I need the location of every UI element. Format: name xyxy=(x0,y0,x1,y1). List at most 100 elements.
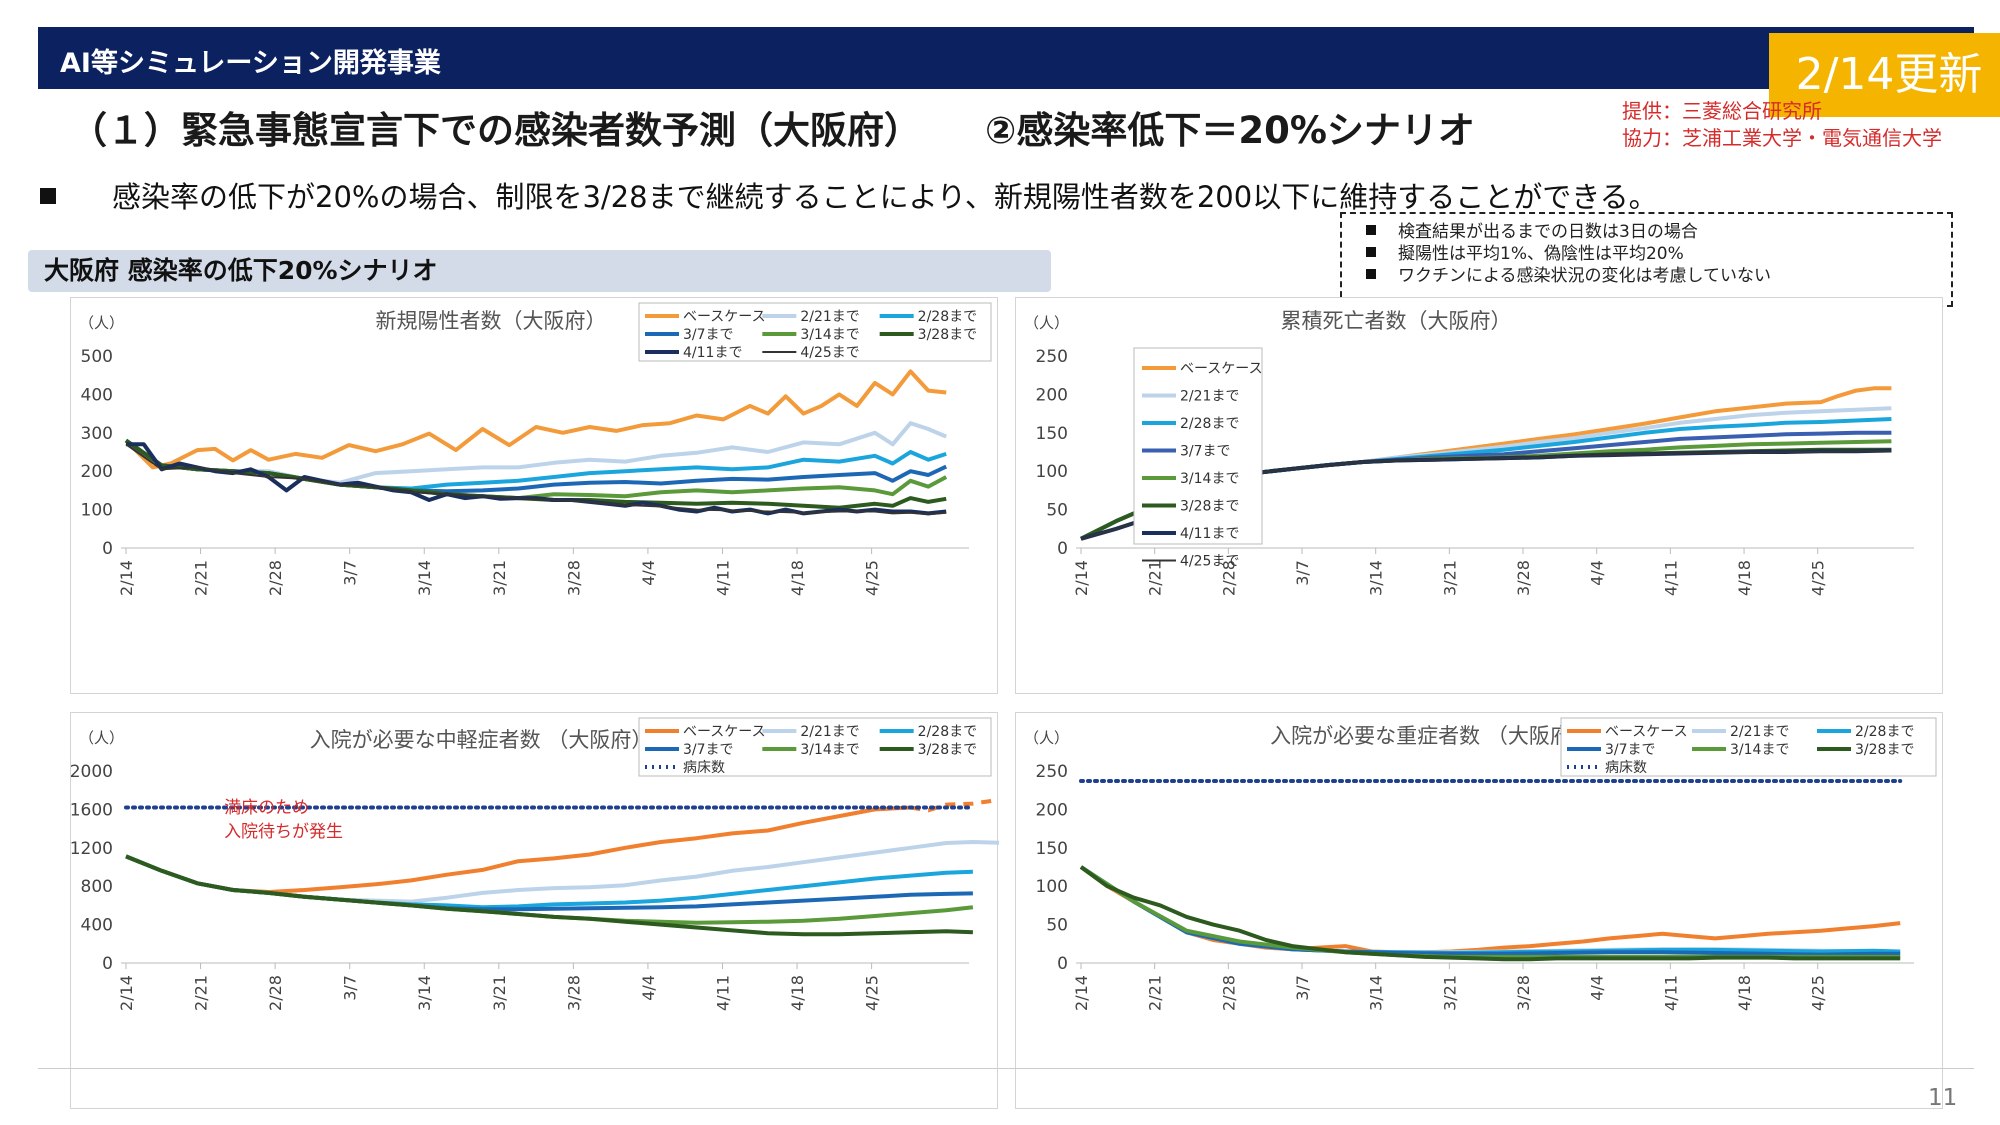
chart-title: 入院が必要な重症者数 （大阪府） xyxy=(1270,724,1592,748)
chart-cumulative-deaths: 累積死亡者数（大阪府） （人） 0 50 100 150 200 250 2/14 2/21 2/2… xyxy=(1015,297,1943,694)
x-tick-label: 2/28 xyxy=(1219,560,1238,596)
legend-label: ベースケース xyxy=(1605,724,1688,740)
legend-label: 2/28まで xyxy=(918,724,977,740)
legend-label: 3/14まで xyxy=(1730,742,1789,758)
legend-label: 3/28まで xyxy=(918,327,977,343)
unit-label: （人） xyxy=(1024,314,1069,332)
legend-label: 2/28まで xyxy=(1180,416,1239,432)
x-tick-label: 3/21 xyxy=(1440,560,1459,596)
series-line-3 xyxy=(1079,865,1901,957)
y-tick-label: 1200 xyxy=(71,839,113,859)
bullet-square-icon xyxy=(1366,225,1376,235)
y-tick-label: 0 xyxy=(1057,539,1068,559)
header-title: AI等シミュレーション開発事業 xyxy=(60,48,441,79)
legend-label: 2/28まで xyxy=(918,309,977,325)
chart-annotation: 満床のため xyxy=(224,798,309,818)
note-text: 検査結果が出るまでの日数は3日の場合 xyxy=(1398,222,1698,242)
x-tick-label: 4/18 xyxy=(1735,975,1754,1011)
y-tick-label: 150 xyxy=(1036,839,1068,859)
series-line-7 xyxy=(125,443,947,516)
note-item: ワクチンによる感染状況の変化は考慮していない xyxy=(1366,265,1939,287)
chart-hospitalized-severe: 入院が必要な重症者数 （大阪府） （人） 0 50 100 150 200 250 2/14 2/… xyxy=(1015,712,1943,1109)
legend-box xyxy=(1133,347,1263,545)
series-line-2 xyxy=(1079,865,1901,955)
x-tick-label: 2/14 xyxy=(1072,560,1091,596)
x-tick-label: 2/21 xyxy=(1146,560,1165,596)
note-item: 検査結果が出るまでの日数は3日の場合 xyxy=(1366,221,1939,243)
summary-bullet: 感染率の低下が20%の場合、制限を3/28まで継続することにより、新規陽性者数を… xyxy=(40,174,1658,216)
x-tick-label: 3/21 xyxy=(490,560,509,596)
x-tick-label: 4/4 xyxy=(639,560,658,586)
x-tick-label: 4/4 xyxy=(1588,560,1607,586)
y-tick-label: 50 xyxy=(1046,501,1068,521)
series-line-1 xyxy=(1079,865,1901,955)
series-line-0 xyxy=(125,805,911,894)
x-tick-label: 3/21 xyxy=(1440,975,1459,1011)
x-tick-label: 3/14 xyxy=(1367,560,1386,596)
unit-label: （人） xyxy=(79,729,124,747)
y-tick-label: 200 xyxy=(81,462,113,482)
legend-label: ベースケース xyxy=(683,724,766,740)
y-tick-label: 100 xyxy=(1036,462,1068,482)
legend-label: 病床数 xyxy=(1605,760,1647,776)
y-tick-label: 0 xyxy=(1057,954,1068,974)
x-tick-label: 3/7 xyxy=(341,975,360,1001)
legend-label: 3/7まで xyxy=(683,327,734,343)
bullet-square-icon xyxy=(40,188,56,204)
y-tick-label: 200 xyxy=(1036,385,1068,405)
x-tick-label: 3/28 xyxy=(1514,560,1533,596)
legend-label: 3/14まで xyxy=(1180,471,1239,487)
y-tick-label: 500 xyxy=(81,347,113,367)
y-tick-label: 250 xyxy=(1036,762,1068,782)
y-tick-label: 200 xyxy=(1036,800,1068,820)
x-tick-label: 4/11 xyxy=(713,975,732,1011)
x-tick-label: 2/28 xyxy=(266,975,285,1011)
bullet-square-icon xyxy=(1366,269,1376,279)
y-tick-label: 100 xyxy=(81,501,113,521)
legend-box xyxy=(638,717,992,777)
legend-label: 4/25まで xyxy=(1180,554,1239,570)
x-tick-label: 3/7 xyxy=(1293,975,1312,1001)
x-tick-label: 4/18 xyxy=(788,560,807,596)
legend-label: 3/28まで xyxy=(1855,742,1914,758)
legend-label: 4/11まで xyxy=(1180,526,1239,542)
chart-hospitalized-severe-svg: 入院が必要な重症者数 （大阪府） （人） 0 50 100 150 200 250 2/14 2/… xyxy=(1024,717,1937,1011)
unit-label: （人） xyxy=(79,314,124,332)
series-line-0 xyxy=(1079,865,1901,955)
legend-label: ベースケース xyxy=(683,309,766,325)
x-tick-label: 3/14 xyxy=(415,975,434,1011)
notes-box: 検査結果が出るまでの日数は3日の場合 擬陽性は平均1%、偽陰性は平均20% ワク… xyxy=(1340,212,1953,307)
y-tick-label: 2000 xyxy=(71,762,113,782)
legend-label: 4/25まで xyxy=(800,345,859,361)
legend-label: 2/21まで xyxy=(1180,389,1239,405)
chart-annotation: 入院待ちが発生 xyxy=(224,822,343,842)
x-tick-label: 4/25 xyxy=(863,560,882,596)
legend-label: 3/14まで xyxy=(800,742,859,758)
legend-box xyxy=(1560,717,1937,777)
legend-label: 3/7まで xyxy=(1605,742,1656,758)
y-tick-label: 400 xyxy=(81,916,113,936)
legend-label: 3/14まで xyxy=(800,327,859,343)
chart-new-positive-svg: 新規陽性者数（大阪府） （人） 0 100 200 300 400 500 2/14 2/21 2/… xyxy=(79,302,992,596)
note-text: 擬陽性は平均1%、偽陰性は平均20% xyxy=(1398,244,1684,264)
credit-provider: 提供：三菱総合研究所 xyxy=(1622,99,1822,123)
x-tick-label: 2/28 xyxy=(266,560,285,596)
scenario-heading: ②感染率低下＝20%シナリオ xyxy=(985,109,1475,152)
x-tick-label: 4/25 xyxy=(863,975,882,1011)
x-tick-label: 2/14 xyxy=(1072,975,1091,1011)
legend-box xyxy=(638,302,992,362)
x-tick-label: 2/21 xyxy=(1146,975,1165,1011)
unit-label: （人） xyxy=(1024,729,1069,747)
note-item: 擬陽性は平均1%、偽陰性は平均20% xyxy=(1366,243,1939,265)
page-heading: （１）緊急事態宣言下での感染者数予測（大阪府） xyxy=(70,109,921,152)
y-tick-label: 0 xyxy=(102,954,113,974)
chart-new-positive: 新規陽性者数（大阪府） （人） 0 100 200 300 400 500 2/14 2/21 2/… xyxy=(70,297,998,694)
x-tick-label: 2/28 xyxy=(1219,975,1238,1011)
x-tick-label: 3/14 xyxy=(1367,975,1386,1011)
legend-label: 3/28まで xyxy=(1180,499,1239,515)
chart-hospitalized-mild-svg: 入院が必要な中軽症者数 （大阪府） （人） 0 400 800 1200 1600 2000 2… xyxy=(71,717,999,1011)
x-tick-label: 2/21 xyxy=(192,975,211,1011)
credit: 提供：三菱総合研究所 協力：芝浦工業大学・電気通信大学 xyxy=(1622,98,1942,152)
x-tick-label: 3/7 xyxy=(341,560,360,586)
x-tick-label: 4/18 xyxy=(788,975,807,1011)
